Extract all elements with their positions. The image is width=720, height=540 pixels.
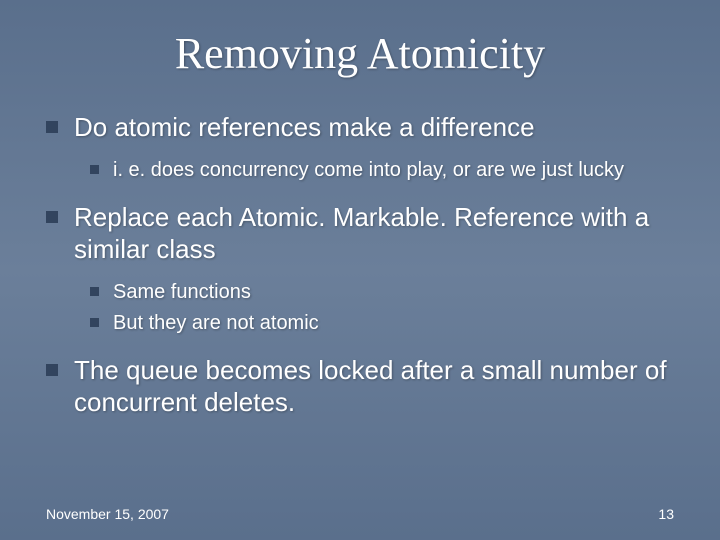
square-bullet-icon	[46, 121, 58, 133]
sub-bullet-group: Same functions But they are not atomic	[90, 280, 674, 336]
sub-bullet-item: Same functions	[90, 280, 674, 305]
sub-bullet-text: Same functions	[113, 280, 251, 305]
bullet-item: The queue becomes locked after a small n…	[46, 354, 674, 419]
bullet-item: Do atomic references make a difference	[46, 111, 674, 144]
bullet-text: Do atomic references make a difference	[74, 111, 535, 144]
sub-bullet-group: i. e. does concurrency come into play, o…	[90, 158, 674, 183]
bullet-text: The queue becomes locked after a small n…	[74, 354, 674, 419]
sub-bullet-item: But they are not atomic	[90, 311, 674, 336]
slide-footer: November 15, 2007 13	[46, 506, 674, 522]
slide-content: Do atomic references make a difference i…	[0, 79, 720, 419]
sub-bullet-text: But they are not atomic	[113, 311, 319, 336]
slide: Removing Atomicity Do atomic references …	[0, 0, 720, 540]
square-bullet-icon	[90, 165, 99, 174]
square-bullet-icon	[90, 287, 99, 296]
sub-bullet-item: i. e. does concurrency come into play, o…	[90, 158, 674, 183]
square-bullet-icon	[46, 364, 58, 376]
square-bullet-icon	[90, 318, 99, 327]
square-bullet-icon	[46, 211, 58, 223]
bullet-text: Replace each Atomic. Markable. Reference…	[74, 201, 674, 266]
bullet-item: Replace each Atomic. Markable. Reference…	[46, 201, 674, 266]
footer-page-number: 13	[658, 506, 674, 522]
footer-date: November 15, 2007	[46, 506, 169, 522]
slide-title: Removing Atomicity	[0, 0, 720, 79]
sub-bullet-text: i. e. does concurrency come into play, o…	[113, 158, 624, 183]
